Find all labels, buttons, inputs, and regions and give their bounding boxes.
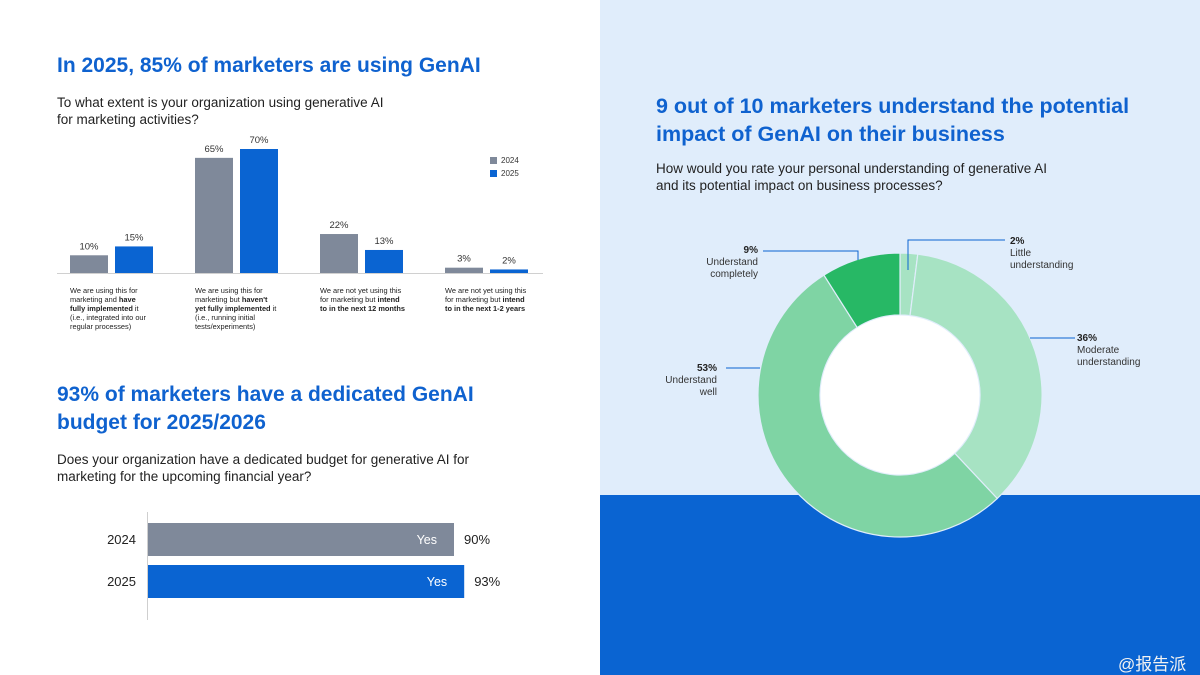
bar-value-label: 2% (502, 255, 516, 266)
hbar-value-label: 90% (464, 532, 490, 547)
donut-slice-completely (823, 252, 901, 329)
horizontal-bar-chart: 2024 Yes 90% 2025 Yes 93% (107, 512, 501, 620)
watermark: @报告派 (1118, 655, 1187, 674)
category-label-2: We are using this for marketing but haven… (195, 286, 277, 331)
donut-label-completely: 9% Understand completely (706, 245, 758, 280)
bar-2024-cat-3 (320, 234, 358, 273)
bar-2025-cat-2 (240, 149, 278, 273)
hbar-2024 (148, 523, 454, 556)
donut-label-little: 2% Little understanding (1010, 236, 1074, 271)
bar-2025-cat-4 (490, 269, 528, 273)
hbar-inner-label: Yes (417, 533, 437, 547)
section2-question: Does your organization have a dedicated … (57, 452, 470, 484)
donut-hole (820, 315, 980, 475)
legend-item-2024: 2024 (490, 156, 519, 165)
category-label-3: We are not yet using this for marketing b… (320, 286, 405, 313)
donut-label-moderate: 36% Moderate understanding (1077, 333, 1141, 368)
leader-line-little (907, 239, 1005, 270)
bar-2024-cat-1 (70, 255, 108, 273)
bar-value-label: 3% (457, 254, 471, 265)
grouped-bar-chart: 10% 15% 65% 70% 22% 13% 3% 2% (57, 135, 543, 274)
donut-slice-well (757, 274, 999, 538)
leader-line-completely (763, 250, 859, 260)
hbar-2025 (148, 565, 465, 598)
hbar-value-label: 93% (474, 574, 500, 589)
bar-2024-cat-2 (195, 157, 233, 273)
section1-title: In 2025, 85% of marketers are using GenA… (57, 54, 481, 77)
bar-2025-cat-3 (365, 249, 403, 273)
section3-title: 9 out of 10 marketers understand the pot… (656, 94, 1130, 146)
section1-question: To what extent is your organization usin… (57, 95, 384, 127)
donut-label-well: 53% Understand well (665, 363, 717, 398)
section2-title: 93% of marketers have a dedicated GenAI … (57, 383, 474, 434)
section3-question: How would you rate your personal underst… (656, 161, 1047, 193)
bar-value-label: 70% (249, 135, 269, 146)
category-label-4: We are not yet using this for marketing b… (445, 286, 527, 313)
hbar-category-label: 2025 (107, 574, 136, 589)
hbar-category-label: 2024 (107, 532, 136, 547)
bar-2025-cat-1 (115, 246, 153, 273)
legend-item-2025: 2025 (490, 169, 519, 178)
bar-value-label: 22% (329, 220, 349, 231)
bar-value-label: 65% (204, 144, 224, 155)
bar-2024-cat-4 (445, 267, 483, 273)
hbar-inner-label: Yes (427, 575, 447, 589)
bar-value-label: 15% (124, 232, 144, 243)
category-label-1: We are using this for marketing and have f… (70, 286, 147, 331)
donut-slice-moderate (909, 253, 1043, 500)
bar-value-label: 10% (79, 241, 99, 252)
bar-value-label: 13% (374, 236, 394, 247)
donut-chart (726, 239, 1075, 538)
legend: 2024 2025 (490, 156, 519, 178)
